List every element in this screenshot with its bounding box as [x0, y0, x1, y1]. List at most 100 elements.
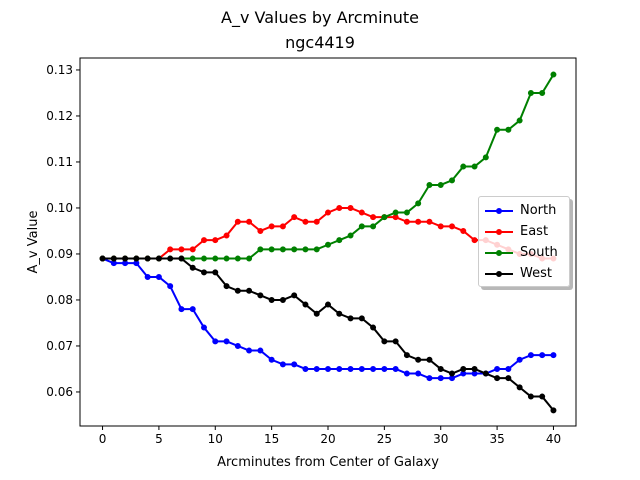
data-point-north [527, 352, 534, 359]
legend-swatch-south [485, 250, 513, 256]
data-point-south [505, 126, 512, 133]
data-point-west [550, 407, 557, 414]
series-west [99, 255, 557, 414]
data-point-south [325, 241, 331, 248]
x-tick-label: 25 [377, 432, 392, 446]
data-point-south [527, 89, 534, 96]
legend-label-south: South [520, 245, 558, 260]
data-point-south [403, 209, 410, 216]
data-point-east [437, 223, 444, 230]
data-point-south [347, 232, 354, 239]
data-point-east [347, 204, 354, 211]
data-point-west [133, 255, 140, 262]
data-point-south [494, 126, 501, 133]
data-point-south [336, 237, 343, 244]
data-point-north [415, 370, 422, 377]
data-point-west [178, 255, 185, 262]
data-point-east [246, 218, 253, 225]
data-point-east [403, 218, 410, 225]
data-point-south [302, 246, 309, 253]
data-point-south [460, 163, 467, 170]
data-point-west [325, 301, 331, 308]
y-tick-label: 0.08 [46, 293, 73, 307]
data-point-north [155, 273, 162, 280]
data-point-west [189, 264, 196, 271]
data-point-north [550, 352, 557, 359]
data-point-north [336, 365, 343, 372]
data-point-west [460, 365, 467, 372]
x-tick-label: 35 [489, 432, 504, 446]
legend-item-west: West [479, 264, 571, 284]
legend-swatch-north [485, 208, 513, 214]
data-point-east [460, 227, 467, 234]
x-tick-label: 30 [433, 432, 448, 446]
data-point-west [155, 255, 162, 262]
data-point-west [279, 296, 286, 303]
data-point-east [358, 209, 365, 216]
data-point-west [494, 375, 501, 382]
data-point-north [392, 365, 399, 372]
data-point-north [257, 347, 264, 354]
chart-subtitle: ngc4419 [285, 33, 355, 52]
data-point-east [415, 218, 422, 225]
data-point-north [403, 370, 410, 377]
data-point-west [336, 310, 343, 317]
data-point-north [212, 338, 219, 345]
data-point-south [234, 255, 241, 262]
data-point-south [381, 214, 388, 221]
legend-item-east: East [479, 222, 571, 242]
y-tick-label: 0.09 [46, 247, 73, 261]
data-point-south [471, 163, 478, 170]
data-point-north [313, 365, 320, 372]
data-point-south [415, 200, 422, 207]
y-tick-label: 0.10 [46, 201, 73, 215]
data-point-west [449, 370, 455, 377]
data-point-east [167, 246, 174, 253]
y-tick-label: 0.06 [46, 385, 73, 399]
data-point-south [257, 246, 264, 253]
y-tick-label: 0.13 [46, 63, 73, 77]
data-point-west [370, 324, 377, 331]
data-point-west [167, 255, 174, 262]
data-point-north [279, 361, 286, 368]
data-point-west [527, 393, 534, 400]
ticks-layer: 0 5 10 15 20 25 30 35 40 0.06 0.07 0.08 0.09 0.10 0.11… [46, 63, 561, 446]
data-point-south [189, 255, 196, 262]
data-point-east [370, 214, 377, 221]
legend-item-north: North [479, 201, 571, 221]
data-point-south [358, 223, 365, 230]
chart-title: A_v Values by Arcminute [221, 8, 419, 27]
y-tick-label: 0.11 [46, 155, 73, 169]
data-point-south [370, 223, 377, 230]
data-point-west [392, 338, 399, 345]
legend-swatch-west [485, 271, 513, 277]
data-point-east [336, 204, 343, 211]
data-point-east [268, 223, 275, 230]
data-point-north [437, 375, 444, 382]
data-point-north [291, 361, 298, 368]
data-point-west [201, 269, 207, 276]
data-point-south [392, 209, 399, 216]
legend-item-south: South [479, 243, 571, 263]
data-point-north [426, 375, 433, 382]
x-tick-label: 40 [546, 432, 561, 446]
data-point-north [189, 306, 196, 313]
series-layer [99, 71, 557, 414]
data-point-north [246, 347, 253, 354]
data-point-east [178, 246, 185, 253]
data-point-west [516, 384, 523, 391]
data-point-west [539, 393, 546, 400]
y-axis-label: A_v Value [26, 210, 41, 274]
data-point-east [223, 232, 230, 239]
data-point-west [291, 292, 298, 299]
data-point-south [437, 181, 444, 188]
data-point-south [550, 71, 557, 78]
data-point-south [516, 117, 523, 124]
legend-swatch-east [485, 229, 513, 235]
data-point-west [313, 310, 320, 317]
series-north [99, 255, 557, 382]
data-point-west [268, 296, 275, 303]
data-point-east [426, 218, 433, 225]
data-point-west [437, 365, 444, 372]
